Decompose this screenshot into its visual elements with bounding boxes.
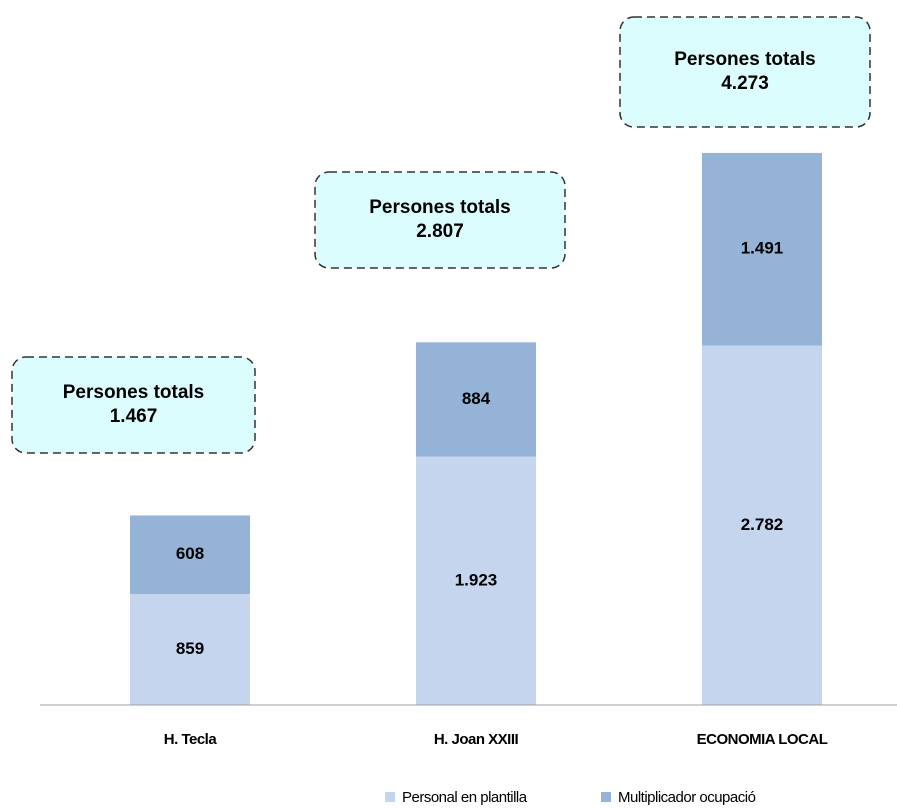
x-tick-label: H. Joan XXIII — [434, 731, 519, 748]
bar-segment — [130, 594, 250, 705]
callout-total: 4.273 — [721, 73, 769, 94]
legend-swatch — [601, 792, 611, 802]
value-label: 884 — [462, 389, 491, 408]
bar-segment — [702, 152, 822, 346]
value-label: 2.782 — [741, 515, 784, 534]
bar-segment — [416, 342, 536, 457]
bar-segment — [416, 456, 536, 705]
callout-title: Persones totals — [369, 197, 511, 218]
x-tick-label: ECONOMIA LOCAL — [697, 731, 828, 748]
callout-total: 1.467 — [110, 406, 158, 427]
bar-segment — [130, 515, 250, 595]
callout-title: Persones totals — [63, 382, 205, 403]
callout-box — [11, 356, 256, 454]
legend-label: Personal en plantilla — [402, 789, 528, 806]
callout-box — [314, 171, 566, 269]
legend-swatch — [385, 792, 395, 802]
value-label: 859 — [176, 639, 204, 658]
bar-segment — [702, 345, 822, 705]
value-label: 608 — [176, 544, 204, 563]
callout-box — [619, 16, 871, 128]
callout-total: 2.807 — [416, 221, 464, 242]
legend-label: Multiplicador ocupació — [618, 789, 756, 806]
callout-title: Persones totals — [674, 49, 816, 70]
x-tick-label: H. Tecla — [164, 731, 218, 748]
value-label: 1.491 — [741, 239, 784, 258]
value-label: 1.923 — [455, 570, 498, 589]
